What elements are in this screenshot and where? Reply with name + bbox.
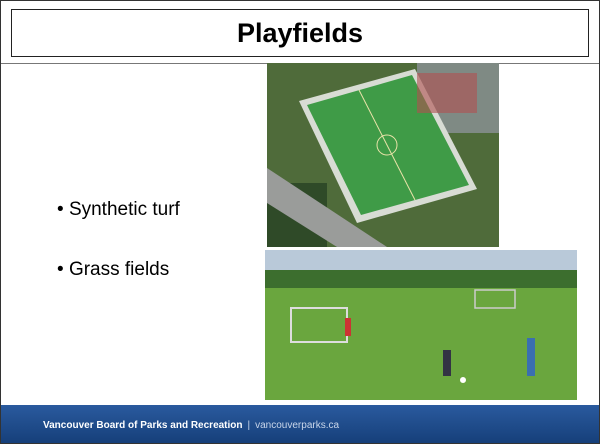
bullet-list: Synthetic turf Grass fields [57, 199, 180, 319]
footer: Vancouver Board of Parks and Recreation … [1, 405, 600, 444]
footer-organization: Vancouver Board of Parks and Recreation [43, 420, 243, 431]
grass-fields-photo [265, 250, 577, 400]
footer-website: vancouverparks.ca [255, 420, 339, 431]
bullet: Synthetic turf [57, 199, 180, 221]
slide: Playfields Synthetic turf Grass fields V… [0, 0, 600, 444]
slide-title: Playfields [237, 18, 363, 49]
footer-separator: | [248, 420, 251, 431]
title-box: Playfields [11, 9, 589, 57]
bullet: Grass fields [57, 259, 180, 281]
synthetic-turf-photo [267, 63, 499, 247]
